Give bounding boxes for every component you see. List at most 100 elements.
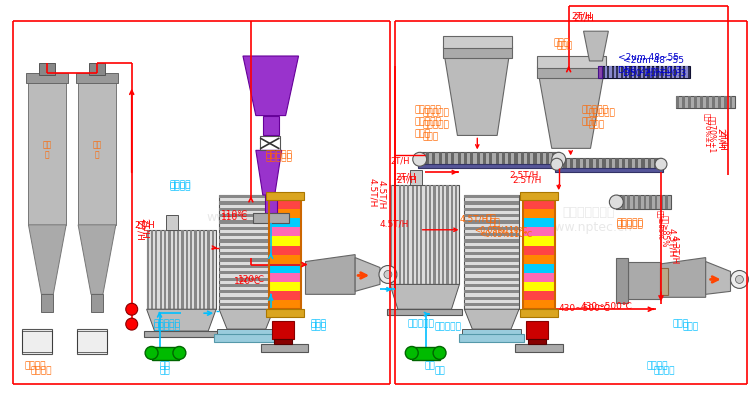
Bar bbox=[556, 158, 661, 170]
Bar bbox=[443, 46, 512, 58]
Bar bbox=[219, 208, 274, 211]
Bar bbox=[523, 264, 555, 273]
Text: <0.05%110℃: <0.05%110℃ bbox=[474, 226, 528, 235]
Text: 干燥磨机: 干燥磨机 bbox=[646, 361, 668, 370]
Text: 硬脂酸系统: 硬脂酸系统 bbox=[266, 150, 293, 159]
Bar bbox=[29, 81, 66, 225]
Bar bbox=[724, 96, 727, 107]
Bar bbox=[194, 230, 197, 309]
Bar bbox=[207, 230, 209, 309]
Circle shape bbox=[173, 347, 186, 359]
Bar bbox=[616, 258, 628, 303]
Text: 螺旋输送机: 螺旋输送机 bbox=[422, 121, 450, 130]
Text: D50 2μm±0.3: D50 2μm±0.3 bbox=[618, 66, 681, 75]
Text: 干粉进料罐: 干粉进料罐 bbox=[415, 105, 441, 115]
Bar bbox=[26, 73, 69, 83]
Bar bbox=[151, 230, 153, 309]
Text: 2T/H: 2T/H bbox=[139, 218, 148, 239]
Polygon shape bbox=[355, 258, 380, 291]
Circle shape bbox=[126, 303, 138, 315]
Text: 风机: 风机 bbox=[160, 367, 170, 376]
Text: 布袋除尘器: 布袋除尘器 bbox=[434, 322, 462, 331]
Bar bbox=[523, 246, 555, 255]
Text: 430~500℃: 430~500℃ bbox=[581, 302, 633, 311]
Bar bbox=[718, 96, 721, 107]
Text: <2um 48~55: <2um 48~55 bbox=[618, 53, 679, 62]
Bar bbox=[600, 66, 602, 78]
Text: 皮带称: 皮带称 bbox=[415, 129, 431, 139]
Bar bbox=[419, 152, 423, 166]
Bar bbox=[465, 227, 519, 230]
Bar bbox=[654, 66, 657, 78]
Text: 110℃: 110℃ bbox=[221, 210, 248, 219]
Text: 燃烧器: 燃烧器 bbox=[673, 319, 689, 328]
Circle shape bbox=[552, 152, 566, 166]
Bar bbox=[269, 273, 300, 283]
Bar bbox=[199, 230, 201, 309]
Bar bbox=[464, 152, 467, 166]
Text: 风机: 风机 bbox=[425, 361, 435, 370]
Bar bbox=[483, 152, 486, 166]
Circle shape bbox=[413, 152, 427, 166]
Bar bbox=[527, 152, 530, 166]
Bar bbox=[219, 284, 274, 287]
Bar bbox=[172, 230, 175, 309]
Bar bbox=[645, 66, 648, 78]
Bar bbox=[269, 200, 300, 210]
Bar bbox=[398, 185, 401, 285]
Text: 燃烧器: 燃烧器 bbox=[683, 322, 699, 331]
Bar bbox=[219, 271, 274, 274]
Bar bbox=[650, 66, 652, 78]
Bar bbox=[523, 200, 555, 210]
Bar bbox=[269, 227, 300, 237]
Text: 4.5T/H: 4.5T/H bbox=[459, 215, 489, 224]
Text: 2T/H: 2T/H bbox=[390, 156, 410, 165]
Bar bbox=[387, 309, 462, 315]
Circle shape bbox=[145, 347, 158, 359]
Text: 120℃: 120℃ bbox=[238, 275, 265, 285]
Bar bbox=[654, 195, 657, 209]
Bar bbox=[642, 158, 645, 170]
Bar bbox=[471, 152, 474, 166]
Bar bbox=[537, 56, 606, 68]
Text: <0.05%110℃: <0.05%110℃ bbox=[479, 230, 532, 239]
Text: 产品泵: 产品泵 bbox=[556, 41, 573, 50]
Text: 2T/H: 2T/H bbox=[715, 129, 724, 149]
Bar bbox=[576, 158, 580, 170]
Bar bbox=[429, 185, 431, 285]
Bar bbox=[477, 152, 480, 166]
Bar bbox=[266, 192, 303, 200]
Text: 螺旋输送机: 螺旋输送机 bbox=[415, 117, 441, 127]
Bar bbox=[667, 66, 669, 78]
Text: 成品
罐: 成品 罐 bbox=[43, 140, 52, 160]
Bar bbox=[465, 195, 519, 309]
Bar bbox=[219, 297, 274, 300]
Bar bbox=[465, 208, 519, 211]
Bar bbox=[147, 230, 149, 309]
Bar bbox=[419, 152, 559, 166]
Bar bbox=[455, 185, 457, 285]
Bar bbox=[451, 185, 453, 285]
Bar bbox=[266, 309, 303, 317]
Bar bbox=[508, 152, 511, 166]
Text: 干粉进料罐: 干粉进料罐 bbox=[422, 109, 450, 118]
Bar bbox=[155, 230, 157, 309]
Text: 包装系统: 包装系统 bbox=[30, 367, 52, 376]
Text: <2um 48~55: <2um 48~55 bbox=[623, 56, 684, 65]
Bar bbox=[212, 230, 214, 309]
Bar bbox=[151, 347, 179, 360]
Polygon shape bbox=[306, 255, 355, 295]
Bar bbox=[672, 66, 674, 78]
Polygon shape bbox=[390, 285, 459, 309]
Bar bbox=[515, 344, 562, 352]
Bar bbox=[615, 158, 619, 170]
Bar bbox=[555, 168, 663, 172]
Bar bbox=[164, 230, 166, 309]
Bar bbox=[465, 240, 519, 243]
Bar bbox=[412, 347, 440, 360]
Bar bbox=[465, 233, 519, 236]
Bar bbox=[600, 66, 690, 78]
Bar bbox=[570, 158, 573, 170]
Text: 皮带称: 皮带称 bbox=[422, 133, 439, 141]
Bar bbox=[219, 246, 274, 249]
